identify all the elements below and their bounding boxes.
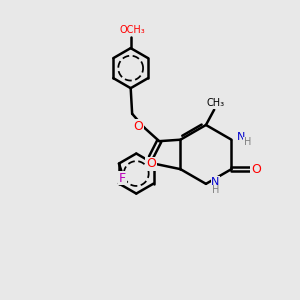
Text: OCH₃: OCH₃: [119, 25, 145, 35]
Text: O: O: [251, 163, 261, 176]
Text: F: F: [119, 172, 126, 185]
Text: CH₃: CH₃: [207, 98, 225, 108]
Text: H: H: [212, 185, 219, 195]
Text: H: H: [244, 137, 251, 147]
Text: O: O: [146, 157, 156, 170]
Text: O: O: [133, 120, 143, 133]
Text: N: N: [211, 176, 220, 187]
Text: N: N: [237, 132, 245, 142]
